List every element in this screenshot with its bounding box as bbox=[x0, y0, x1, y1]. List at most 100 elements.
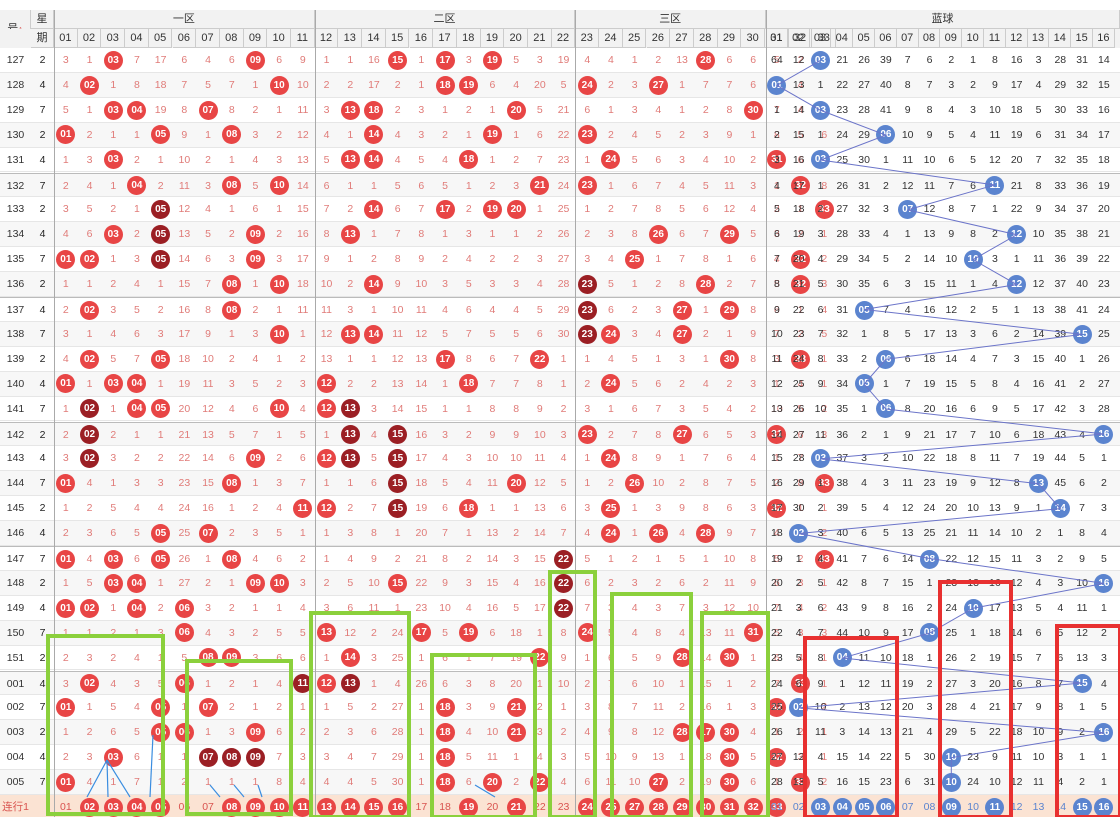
red-cell: 14 bbox=[297, 179, 309, 192]
draw-number[interactable]: 001 bbox=[6, 677, 25, 690]
blue-cell: 10 bbox=[814, 402, 827, 415]
red-cell: 4 bbox=[299, 402, 306, 415]
red-cell: 6 bbox=[110, 726, 117, 739]
blue-cell: 24 bbox=[771, 677, 783, 690]
red-cell: 14 bbox=[338, 646, 362, 670]
red-ball: 05 bbox=[151, 698, 171, 718]
draw-number[interactable]: 004 bbox=[6, 751, 25, 764]
red-cell: 11 bbox=[723, 576, 735, 589]
red-cell: 31 bbox=[718, 795, 742, 817]
blue-cell: 6 bbox=[926, 54, 933, 66]
red-cell: 9 bbox=[560, 651, 567, 664]
red-cell: 3 bbox=[584, 253, 591, 266]
red-cell: 18 bbox=[457, 496, 481, 520]
weekday: 2 bbox=[39, 576, 46, 589]
draw-row: 151 2 2 3 2 4 1 5 08 09 3 6 6 1 14 3 25 1 6 1 7 19 22 9 1 6 5 9 28 14… bbox=[0, 645, 1120, 671]
red-cell: 5 bbox=[465, 278, 472, 291]
draw-number[interactable]: 145 bbox=[6, 502, 25, 515]
blue-cell: 23 bbox=[923, 477, 936, 490]
draw-number[interactable]: 134 bbox=[6, 228, 25, 241]
red-cell: 1 bbox=[86, 103, 93, 116]
draw-number[interactable]: 138 bbox=[6, 327, 25, 340]
draw-number[interactable]: 144 bbox=[6, 477, 25, 490]
draw-number[interactable]: 136 bbox=[6, 278, 25, 291]
draw-number[interactable]: 137 bbox=[6, 304, 25, 316]
blue-cell: 23 bbox=[771, 651, 783, 664]
red-cell: 3 bbox=[134, 677, 140, 690]
blue-cell: 4 bbox=[970, 352, 976, 365]
draw-number[interactable]: 002 bbox=[6, 701, 25, 714]
draw-number[interactable]: 140 bbox=[6, 377, 25, 390]
draw-number[interactable]: 132 bbox=[6, 179, 25, 192]
draw-number[interactable]: 连行1 bbox=[2, 801, 29, 813]
red-cell: 4 bbox=[465, 726, 472, 739]
blue-cell: 3 bbox=[817, 228, 824, 241]
blue-ball: 08 bbox=[919, 623, 939, 643]
red-ball: 17 bbox=[435, 50, 455, 70]
red-cell: 14 bbox=[391, 402, 404, 415]
blue-cell: 12 bbox=[1006, 222, 1028, 246]
red-cell: 10 bbox=[267, 73, 291, 97]
draw-number[interactable]: 133 bbox=[6, 203, 25, 216]
red-cell: 5 bbox=[347, 576, 354, 589]
zone-separator bbox=[54, 10, 55, 817]
draw-number[interactable]: 149 bbox=[6, 601, 25, 614]
red-cell: 4 bbox=[276, 502, 283, 515]
blue-cell: 31 bbox=[858, 179, 870, 192]
red-cell: 1 bbox=[750, 651, 757, 664]
draw-number[interactable]: 146 bbox=[6, 527, 25, 540]
red-ball: 08 bbox=[222, 474, 242, 494]
blue-cell: 5 bbox=[795, 651, 802, 664]
red-cell: 1 bbox=[442, 228, 448, 241]
red-cell: 9 bbox=[442, 576, 448, 589]
red-cell: 27 bbox=[647, 770, 671, 794]
draw-number[interactable]: 150 bbox=[6, 626, 25, 639]
blue-cell: 3 bbox=[882, 203, 889, 216]
blue-cell: 4 bbox=[926, 726, 933, 739]
red-cell: 4 bbox=[252, 153, 259, 166]
draw-number[interactable]: 141 bbox=[6, 402, 25, 415]
red-ball: 01 bbox=[56, 249, 76, 269]
draw-number[interactable]: 139 bbox=[6, 352, 25, 365]
draw-number[interactable]: 131 bbox=[6, 153, 25, 166]
red-cell: 10 bbox=[605, 751, 617, 764]
blue-cell: 10 bbox=[814, 701, 827, 714]
blue-cell: 1 bbox=[1100, 601, 1107, 614]
red-cell: 26 bbox=[647, 521, 671, 545]
red-cell: 03 bbox=[101, 795, 125, 817]
red-cell: 1 bbox=[252, 477, 259, 490]
red-cell: 24 bbox=[599, 148, 623, 172]
blue-cell: 5 bbox=[970, 726, 976, 739]
blue-cell: 5 bbox=[882, 527, 889, 540]
draw-number[interactable]: 129 bbox=[6, 103, 25, 116]
red-cell: 3 bbox=[465, 54, 472, 66]
red-cell: 7 bbox=[134, 352, 140, 365]
red-cell: 26 bbox=[647, 222, 671, 246]
red-cell: 05 bbox=[149, 222, 173, 246]
draw-number[interactable]: 005 bbox=[6, 776, 25, 789]
draw-number[interactable]: 143 bbox=[6, 452, 25, 465]
draw-number[interactable]: 135 bbox=[6, 253, 25, 266]
draw-number[interactable]: 147 bbox=[6, 553, 25, 565]
draw-number[interactable]: 130 bbox=[6, 128, 25, 141]
red-cell: 10 bbox=[723, 553, 736, 565]
draw-number[interactable]: 142 bbox=[6, 428, 25, 441]
red-cell: 4 bbox=[323, 776, 330, 789]
draw-number[interactable]: 127 bbox=[6, 54, 25, 66]
red-cell: 19 bbox=[557, 54, 570, 66]
blue-cell: 9 bbox=[991, 402, 998, 415]
blue-cell: 02 bbox=[788, 521, 810, 545]
draw-number[interactable]: 003 bbox=[6, 726, 25, 739]
red-cell: 8 bbox=[655, 203, 662, 216]
draw-number[interactable]: 148 bbox=[6, 576, 25, 589]
draw-number[interactable]: 151 bbox=[6, 651, 25, 664]
red-cell: 3 bbox=[252, 128, 259, 141]
red-cell: 02 bbox=[78, 73, 102, 97]
red-cell: 14 bbox=[362, 197, 386, 221]
red-cell: 10 bbox=[267, 272, 291, 296]
draw-number[interactable]: 128 bbox=[6, 78, 25, 91]
blue-cell: 10 bbox=[989, 428, 1001, 441]
red-cell: 5 bbox=[276, 527, 283, 540]
blue-cell: 17 bbox=[989, 601, 1001, 614]
red-ball: 26 bbox=[648, 523, 668, 543]
